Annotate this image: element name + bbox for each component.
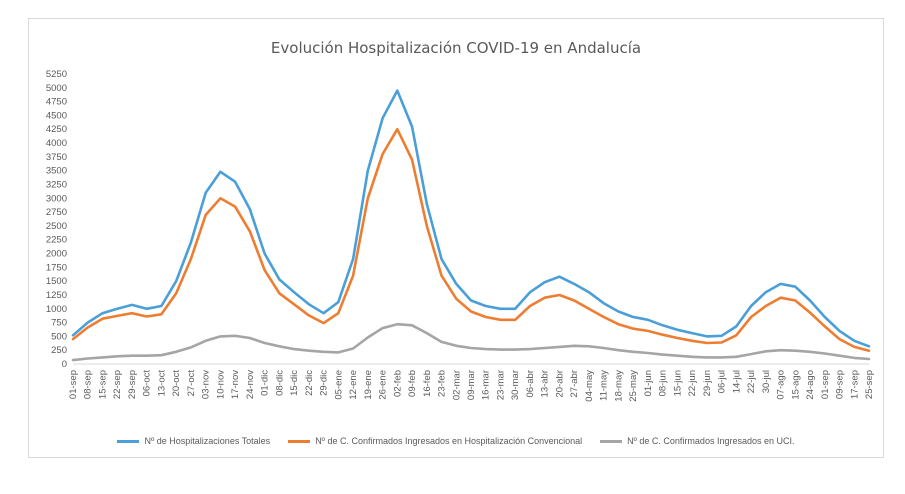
x-tick-label: 01-dic (260, 370, 271, 396)
y-tick-label: 4500 (46, 110, 67, 121)
y-tick-label: 1250 (46, 290, 67, 301)
x-tick-label: 20-abr (554, 370, 565, 397)
y-tick-label: 250 (51, 345, 67, 356)
x-tick-label: 02-mar (451, 370, 462, 400)
x-tick-label: 15-jun (672, 370, 683, 396)
x-tick-label: 06-abr (525, 370, 536, 397)
legend-label: Nº de C. Confirmados Ingresados en UCI. (627, 436, 795, 446)
y-tick-label: 1000 (46, 304, 67, 315)
x-tick-label: 11-may (599, 370, 610, 401)
x-tick-label: 25-sep (864, 370, 875, 399)
x-tick-label: 10-nov (215, 370, 226, 399)
legend-item: Nº de C. Confirmados Ingresados en UCI. (600, 436, 795, 446)
x-tick-label: 13-abr (540, 370, 551, 397)
x-tick-label: 14-jul (731, 370, 742, 393)
x-tick-label: 15-ago (790, 370, 801, 400)
y-tick-label: 2750 (46, 207, 67, 218)
x-tick-label: 17-nov (230, 370, 241, 399)
legend-swatch (600, 439, 623, 443)
x-tick-label: 27-abr (569, 370, 580, 397)
legend-item: Nº de Hospitalizaciones Totales (117, 436, 270, 446)
x-tick-label: 30-mar (510, 370, 521, 400)
x-tick-label: 29-sep (127, 370, 138, 399)
x-tick-label: 15-dic (289, 370, 300, 396)
y-tick-label: 3000 (46, 193, 67, 204)
x-tick-label: 05-ene (333, 370, 344, 400)
y-tick-label: 2500 (46, 221, 67, 232)
x-tick-label: 01-jun (643, 370, 654, 396)
y-tick-label: 5250 (46, 69, 67, 80)
y-tick-label: 4750 (46, 97, 67, 108)
x-tick-label: 22-dic (304, 370, 315, 396)
x-tick-label: 12-ene (348, 370, 359, 400)
chart-container: Evolución Hospitalización COVID-19 en An… (28, 18, 884, 458)
y-tick-label: 3250 (46, 179, 67, 190)
x-tick-label: 08-dic (274, 370, 285, 396)
y-tick-label: 4250 (46, 124, 67, 135)
y-tick-label: 2250 (46, 235, 67, 246)
x-tick-label: 22-jul (746, 370, 757, 393)
x-tick-label: 29-dic (319, 370, 330, 396)
legend-label: Nº de C. Confirmados Ingresados en Hospi… (315, 436, 583, 446)
x-tick-label: 16-mar (481, 370, 492, 400)
series-line-2 (71, 322, 871, 362)
y-tick-label: 0 (62, 359, 67, 370)
x-tick-label: 15-sep (97, 370, 108, 399)
x-tick-label: 01-sep (820, 370, 831, 399)
x-tick-label: 09-sep (835, 370, 846, 399)
y-tick-label: 3750 (46, 152, 67, 163)
line-chart: 0 250 500 750 1000 1250 1500 1750 2000 2250 2500 27… (46, 69, 875, 402)
x-tick-label: 20-oct (171, 370, 182, 397)
x-tick-label: 06-jul (717, 370, 728, 393)
x-tick-label: 06-oct (142, 370, 153, 397)
legend-label: Nº de Hospitalizaciones Totales (144, 436, 271, 446)
y-tick-label: 1750 (46, 262, 67, 273)
x-tick-label: 08-sep (83, 370, 94, 399)
x-tick-label: 16-feb (422, 370, 433, 397)
x-tick-label: 18-may (613, 370, 624, 402)
x-tick-label: 23-mar (495, 370, 506, 400)
chart-legend: Nº de Hospitalizaciones Totales Nº de C. … (29, 436, 883, 446)
y-tick-label: 5000 (46, 83, 67, 94)
x-tick-label: 24-ago (805, 370, 816, 400)
x-tick-label: 17-sep (849, 370, 860, 399)
x-tick-label: 22-sep (112, 370, 123, 399)
x-tick-label: 26-ene (378, 370, 389, 400)
y-tick-label: 1500 (46, 276, 67, 287)
x-tick-label: 23-feb (437, 370, 448, 397)
legend-swatch (117, 439, 140, 443)
x-tick-label: 01-sep (68, 370, 79, 399)
x-tick-label: 27-oct (186, 370, 197, 397)
legend-swatch (288, 439, 311, 443)
x-tick-label: 22-jun (687, 370, 698, 396)
legend-item: Nº de C. Confirmados Ingresados en Hospi… (288, 436, 582, 446)
x-tick-label: 04-may (584, 370, 595, 402)
x-tick-label: 24-nov (245, 370, 256, 399)
series-line-1 (71, 127, 871, 353)
x-tick-label: 29-jun (702, 370, 713, 396)
x-tick-label: 07-ago (776, 370, 787, 400)
x-tick-label: 13-oct (156, 370, 167, 397)
series-line-0 (71, 89, 871, 348)
x-tick-label: 08-jun (658, 370, 669, 396)
x-tick-label: 09-feb (407, 370, 418, 397)
x-tick-label: 09-mar (466, 370, 477, 400)
y-tick-label: 500 (51, 331, 67, 342)
x-tick-label: 02-feb (392, 370, 403, 397)
y-tick-label: 3500 (46, 166, 67, 177)
x-tick-label: 30-jul (761, 370, 772, 393)
chart-title: Evolución Hospitalización COVID-19 en An… (270, 39, 642, 57)
x-tick-label: 19-ene (363, 370, 374, 400)
y-tick-label: 4000 (46, 138, 67, 149)
x-tick-label: 03-nov (201, 370, 212, 399)
x-tick-label: 25-may (628, 370, 639, 402)
y-tick-label: 750 (51, 318, 67, 329)
y-tick-label: 2000 (46, 249, 67, 260)
